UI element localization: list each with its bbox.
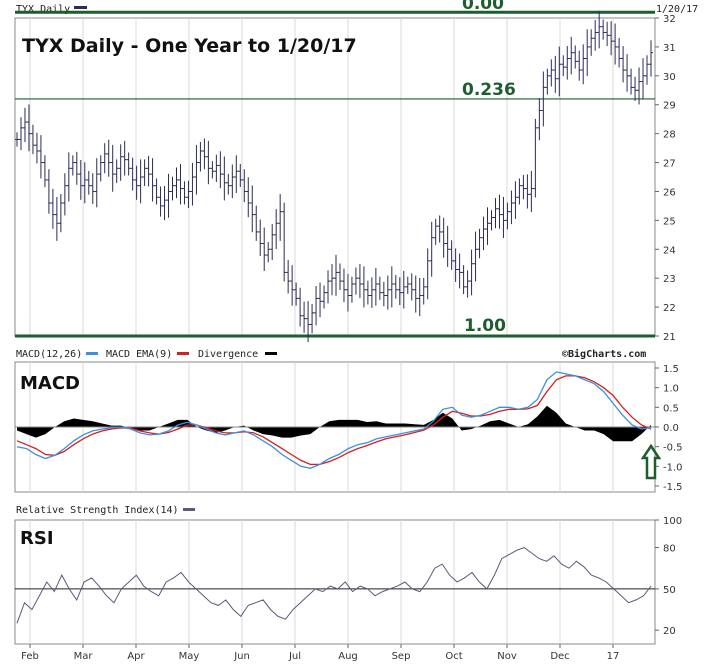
fib-level-label: 0.00 — [462, 0, 504, 14]
x-tick-label: Aug — [338, 651, 358, 662]
price-vertical-grid — [29, 18, 614, 336]
x-tick-label: Feb — [21, 651, 39, 662]
rsi-line — [15, 547, 655, 624]
price-legend-swatch — [74, 6, 87, 9]
y-tick-label: 23 — [663, 274, 676, 285]
x-axis: Feb Mar Apr May Jun Jul Aug Sep Oct Nov Dec 17 — [21, 644, 619, 662]
up-arrow-icon — [640, 443, 662, 480]
y-tick-label: 28 — [663, 130, 676, 141]
divergence-area — [17, 405, 651, 442]
rsi-tick-label: 20 — [663, 626, 676, 637]
macd-ema-legend-swatch — [177, 352, 189, 355]
macd-ema-legend-label: MACD EMA(9) — [106, 349, 172, 360]
macd-tick-label: 1.0 — [663, 384, 679, 395]
x-tick-label: Mar — [74, 651, 94, 662]
brand-label: ©BigCharts.com — [562, 348, 646, 360]
rsi-tick-label: 80 — [663, 544, 676, 555]
macd-tick-label: 1.5 — [663, 364, 679, 375]
price-chart-title: TYX Daily - One Year to 1/20/17 — [22, 35, 357, 57]
macd-y-axis: 1.5 1.0 0.5 0.0 -0.5 -1.0 -1.5 — [655, 364, 683, 493]
macd-lines — [15, 371, 655, 469]
x-tick-label: Apr — [127, 651, 145, 662]
x-tick-label: Jun — [233, 651, 250, 662]
price-y-axis: 21 22 23 24 25 26 27 28 29 30 31 32 — [655, 14, 676, 343]
x-tick-label: Jul — [288, 651, 301, 662]
x-tick-label: Nov — [497, 651, 517, 662]
divergence-legend-label: Divergence — [198, 349, 258, 360]
y-tick-label: 30 — [663, 72, 676, 83]
x-tick-label: 17 — [607, 651, 620, 662]
y-tick-label: 21 — [663, 332, 676, 343]
macd-tick-label: -1.5 — [663, 482, 683, 493]
date-label: 1/20/17 — [656, 4, 698, 15]
rsi-y-axis: 100 80 50 20 — [655, 516, 682, 637]
price-panel — [14, 17, 656, 337]
rsi-line-path — [16, 547, 652, 624]
rsi-tick-label: 50 — [663, 585, 676, 596]
y-tick-label: 25 — [663, 216, 676, 227]
macd-title: MACD — [20, 373, 80, 394]
x-tick-label: Dec — [550, 651, 569, 662]
x-tick-label: May — [179, 651, 200, 662]
symbol-label: TYX Daily — [16, 4, 70, 15]
rsi-legend-swatch — [183, 508, 195, 511]
macd-legend-swatch — [86, 352, 98, 355]
y-tick-label: 29 — [663, 101, 676, 112]
y-tick-label: 32 — [663, 14, 676, 25]
rsi-legend-label: Relative Strength Index(14) — [16, 505, 179, 516]
rsi-vertical-grid — [29, 520, 614, 644]
y-tick-label: 24 — [663, 245, 676, 256]
y-tick-label: 22 — [663, 303, 676, 314]
fib-level-label: 0.236 — [462, 80, 516, 100]
rsi-title: RSI — [20, 528, 54, 549]
price-bars — [15, 10, 653, 343]
divergence-legend-swatch — [265, 352, 277, 355]
macd-tick-label: 0.0 — [663, 423, 679, 434]
macd-tick-label: 0.5 — [663, 403, 679, 414]
x-tick-label: Sep — [392, 651, 411, 662]
y-tick-label: 31 — [663, 43, 676, 54]
rsi-panel — [14, 519, 656, 645]
macd-legend-label: MACD(12,26) — [16, 349, 82, 360]
macd-tick-label: -0.5 — [663, 443, 683, 454]
macd-tick-label: -1.0 — [663, 462, 683, 473]
y-tick-label: 26 — [663, 187, 676, 198]
y-tick-label: 27 — [663, 159, 676, 170]
rsi-tick-label: 100 — [663, 516, 682, 527]
macd-line — [16, 371, 652, 469]
macd-divergence-histogram — [17, 405, 651, 442]
fib-level-label: 1.00 — [464, 316, 506, 336]
fibonacci-levels: 0.00 0.236 1.00 — [15, 0, 655, 338]
x-tick-label: Oct — [445, 651, 462, 662]
